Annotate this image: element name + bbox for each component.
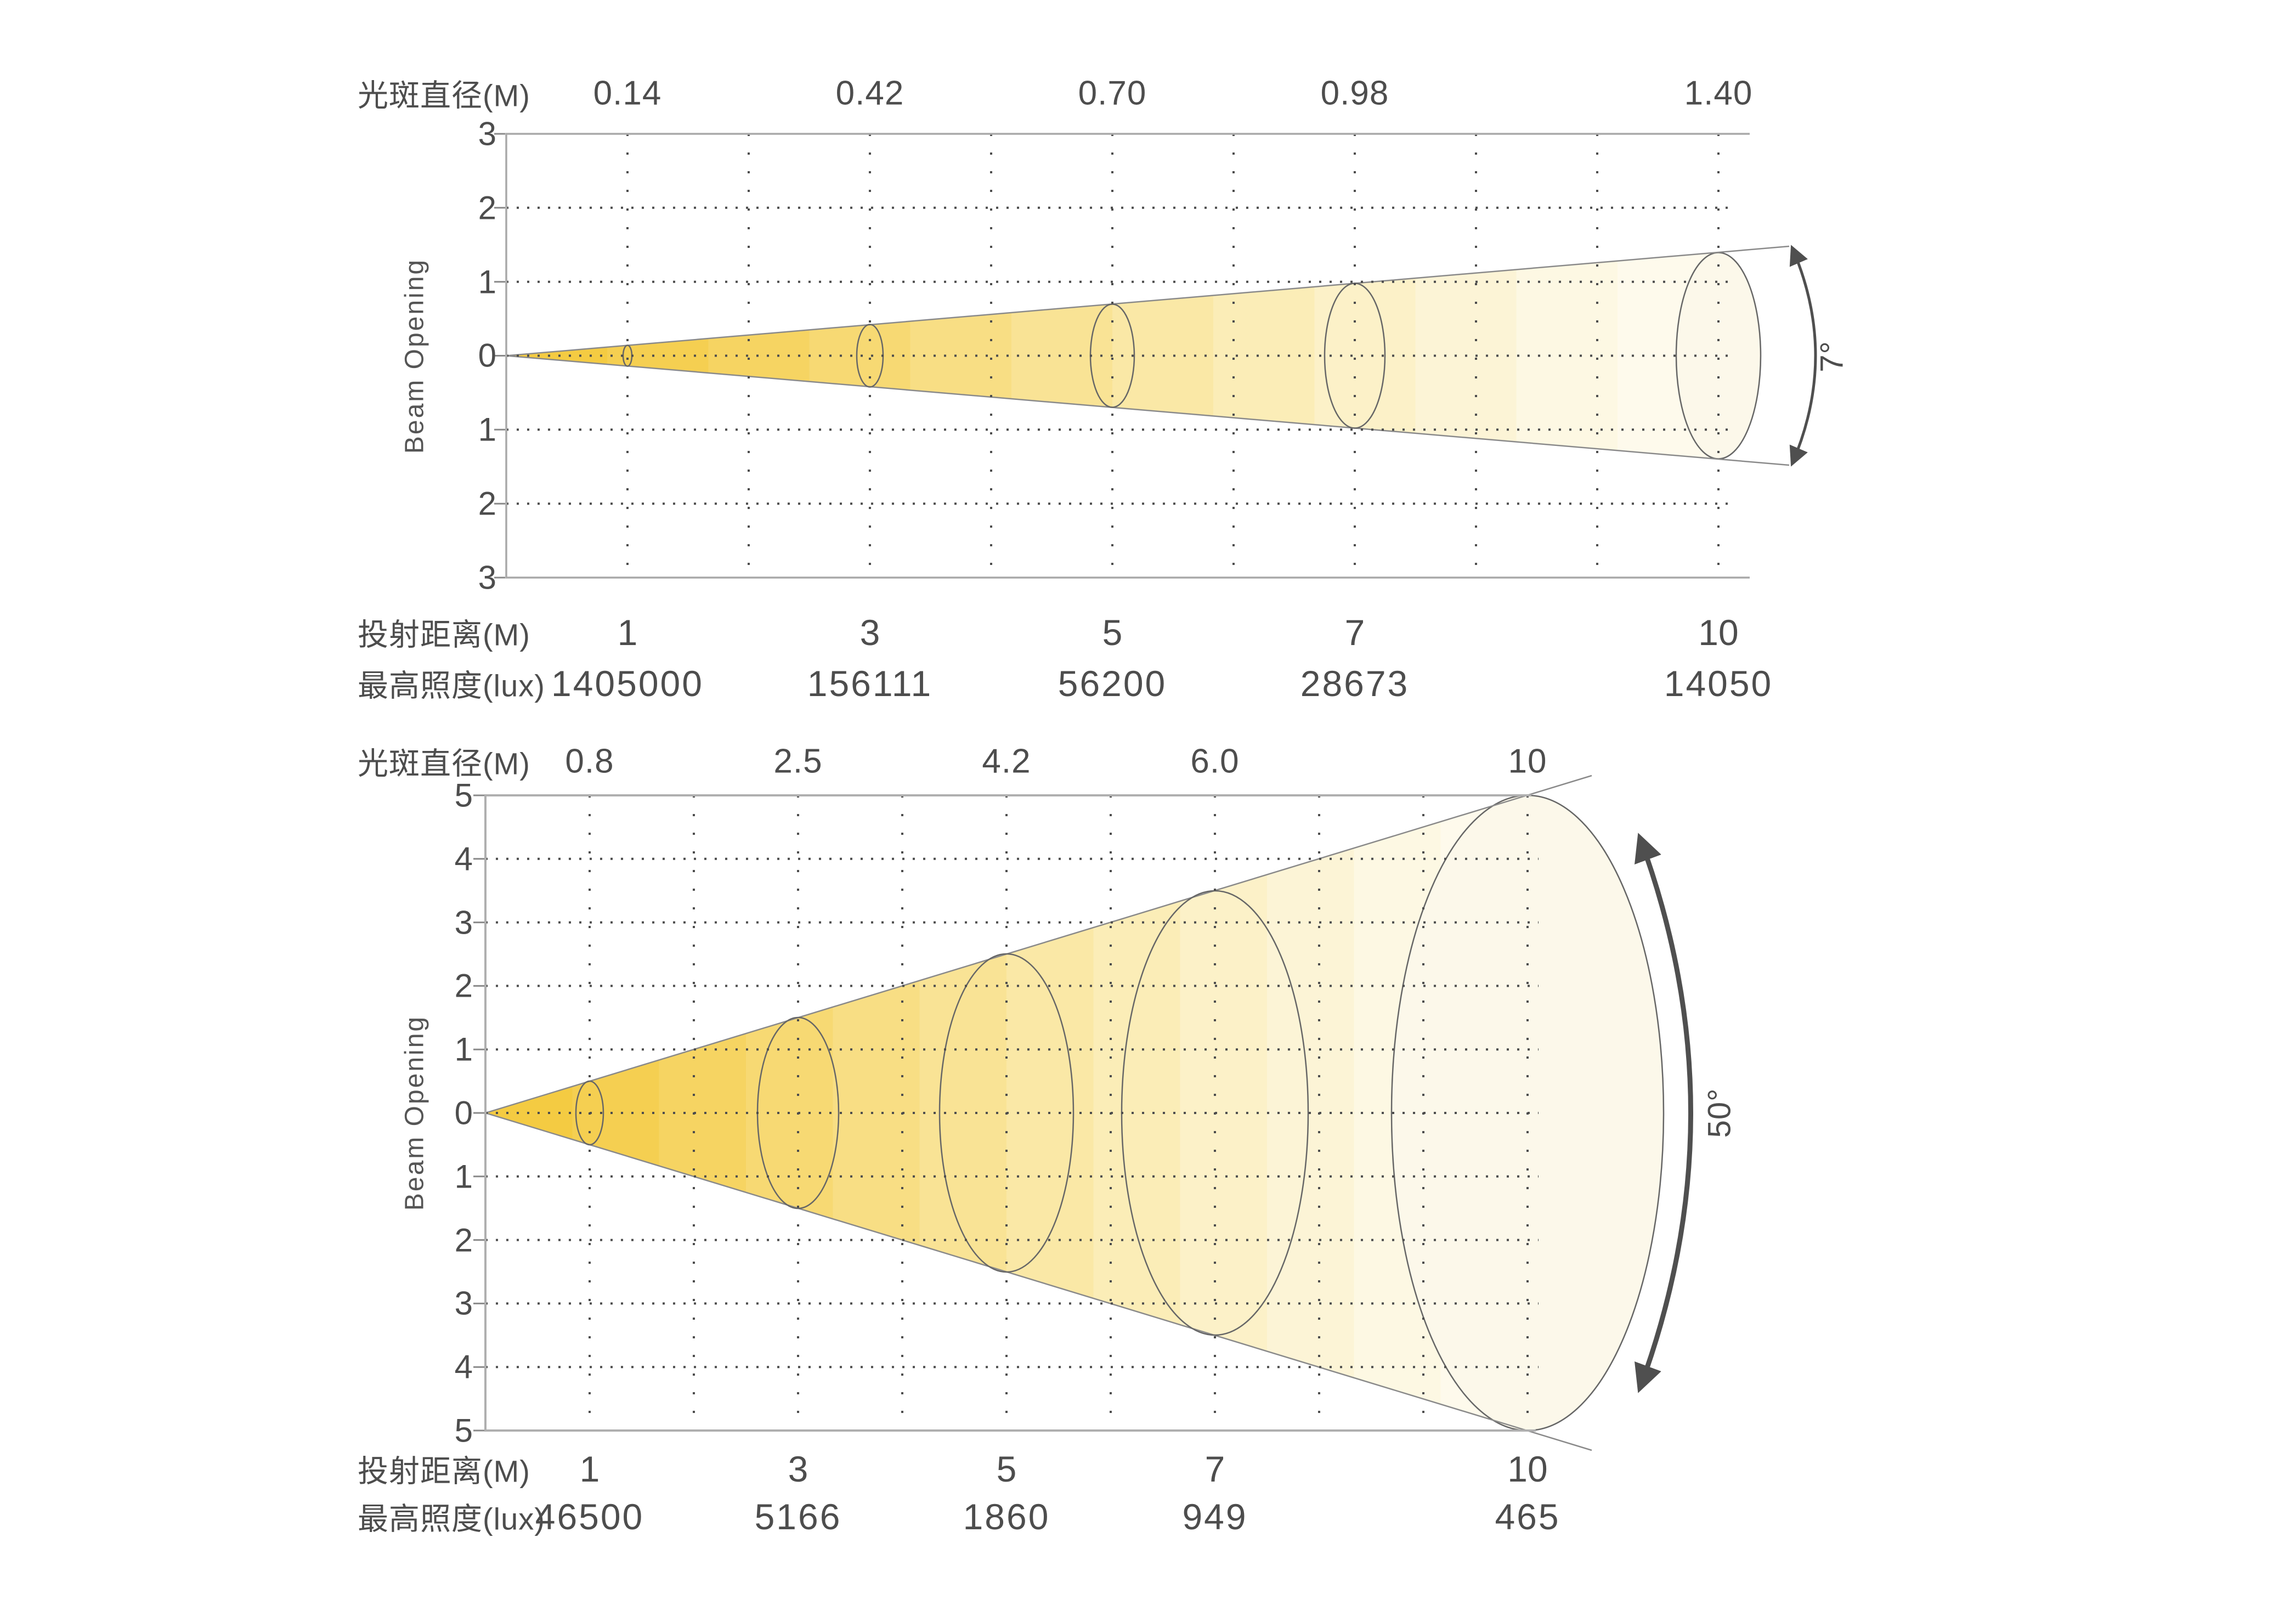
distance-label: 投射距离(M) xyxy=(358,617,530,652)
y-tick-label: 5 xyxy=(454,1412,473,1449)
illuminance-value: 465 xyxy=(1495,1496,1560,1537)
distance-value: 7 xyxy=(1344,612,1365,653)
y-tick-label: 0 xyxy=(478,337,496,374)
axis-border xyxy=(484,794,1536,1432)
spot-diameter-value: 0.98 xyxy=(1320,74,1389,112)
distance-value: 1 xyxy=(617,612,638,653)
spot-diameter-value: 6.0 xyxy=(1190,742,1240,781)
beam-angle-value: 50° xyxy=(1701,1088,1738,1138)
illuminance-label: 最高照度(lux) xyxy=(358,668,545,703)
axis-border xyxy=(505,133,1750,579)
beam-cone-chart-7deg xyxy=(494,133,1817,579)
distance-value: 3 xyxy=(788,1449,808,1489)
illuminance-value: 46500 xyxy=(535,1496,644,1537)
y-tick-label: 3 xyxy=(454,904,473,941)
y-tick-label: 4 xyxy=(454,1348,473,1386)
illuminance-value: 1405000 xyxy=(551,663,704,704)
distance-label: 投射距离(M) xyxy=(358,1454,530,1489)
beam-angle-arc xyxy=(1635,833,1693,1393)
illuminance-value: 5166 xyxy=(754,1496,842,1537)
y-tick-label: 2 xyxy=(454,1222,473,1259)
horizontal-gridlines xyxy=(485,857,1539,1369)
y-tick-label: 2 xyxy=(478,189,496,227)
cone-edge-upper xyxy=(506,245,1790,357)
y-tick-label: 3 xyxy=(478,559,496,596)
distance-value: 1 xyxy=(579,1449,600,1489)
beam-angle-arc xyxy=(1789,245,1817,467)
illuminance-value: 949 xyxy=(1182,1496,1248,1537)
illuminance-value: 156111 xyxy=(807,663,933,704)
distance-value: 7 xyxy=(1204,1449,1225,1489)
illuminance-value: 1860 xyxy=(963,1496,1050,1537)
cone-edge-lower xyxy=(506,355,1790,466)
spot-diameter-value: 0.14 xyxy=(593,74,662,112)
y-axis-title: Beam Opening xyxy=(400,1015,429,1211)
beam-angle-value: 7° xyxy=(1814,341,1850,372)
y-tick-label: 0 xyxy=(454,1094,473,1132)
spot-diameter-value: 0.70 xyxy=(1078,74,1147,112)
y-tick-label: 1 xyxy=(478,263,496,301)
cone-edge-upper xyxy=(485,775,1592,1114)
y-tick-label: 3 xyxy=(478,115,496,152)
spot-diameter-value: 10 xyxy=(1508,742,1547,781)
beam-cone-chart-50deg xyxy=(473,775,1693,1451)
spot-diameter-value: 1.40 xyxy=(1684,74,1753,112)
y-tick-label: 1 xyxy=(454,1158,473,1195)
y-tick-label: 5 xyxy=(454,777,473,814)
spot-diameter-value: 2.5 xyxy=(773,742,823,781)
y-axis-title: Beam Opening xyxy=(400,258,429,454)
distance-value: 10 xyxy=(1698,612,1739,653)
illuminance-value: 56200 xyxy=(1057,663,1167,704)
spot-diameter-value: 0.8 xyxy=(565,742,614,781)
y-tick-label: 2 xyxy=(478,485,496,522)
y-tick-label: 2 xyxy=(454,967,473,1004)
distance-value: 5 xyxy=(996,1449,1017,1489)
spot-diameter-value: 0.42 xyxy=(835,74,904,112)
illuminance-value: 14050 xyxy=(1664,663,1773,704)
y-tick-label: 4 xyxy=(454,840,473,878)
y-tick-label: 3 xyxy=(454,1285,473,1322)
y-tick-label: 1 xyxy=(478,411,496,448)
y-tick-marks xyxy=(473,794,484,1432)
y-tick-label: 1 xyxy=(454,1031,473,1068)
y-tick-marks xyxy=(494,133,505,579)
distance-value: 3 xyxy=(859,612,880,653)
distance-value: 10 xyxy=(1507,1449,1548,1489)
spot-diameter-value: 4.2 xyxy=(982,742,1031,781)
distance-value: 5 xyxy=(1102,612,1123,653)
spot-diameter-label: 光斑直径(M) xyxy=(358,746,530,781)
illuminance-value: 28673 xyxy=(1300,663,1410,704)
cone-edge-lower xyxy=(485,1112,1592,1451)
illuminance-label: 最高照度(lux) xyxy=(358,1501,545,1536)
spot-diameter-label: 光斑直径(M) xyxy=(358,78,530,113)
